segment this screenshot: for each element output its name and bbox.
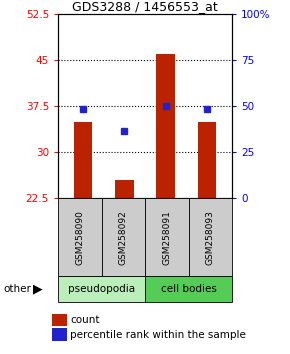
Text: count: count (70, 315, 100, 325)
Text: GSM258091: GSM258091 (162, 210, 171, 265)
Text: GSM258093: GSM258093 (206, 210, 215, 265)
Text: other: other (3, 284, 31, 294)
Text: cell bodies: cell bodies (161, 284, 216, 294)
Bar (156, 54, 175, 198)
Title: GDS3288 / 1456553_at: GDS3288 / 1456553_at (72, 0, 218, 13)
Bar (115, 180, 134, 198)
Bar (74, 121, 92, 198)
Text: ▶: ▶ (33, 282, 43, 295)
Bar (198, 121, 216, 198)
Text: GSM258092: GSM258092 (119, 210, 128, 264)
Text: GSM258090: GSM258090 (75, 210, 84, 265)
Text: pseudopodia: pseudopodia (68, 284, 135, 294)
Text: percentile rank within the sample: percentile rank within the sample (70, 330, 246, 339)
